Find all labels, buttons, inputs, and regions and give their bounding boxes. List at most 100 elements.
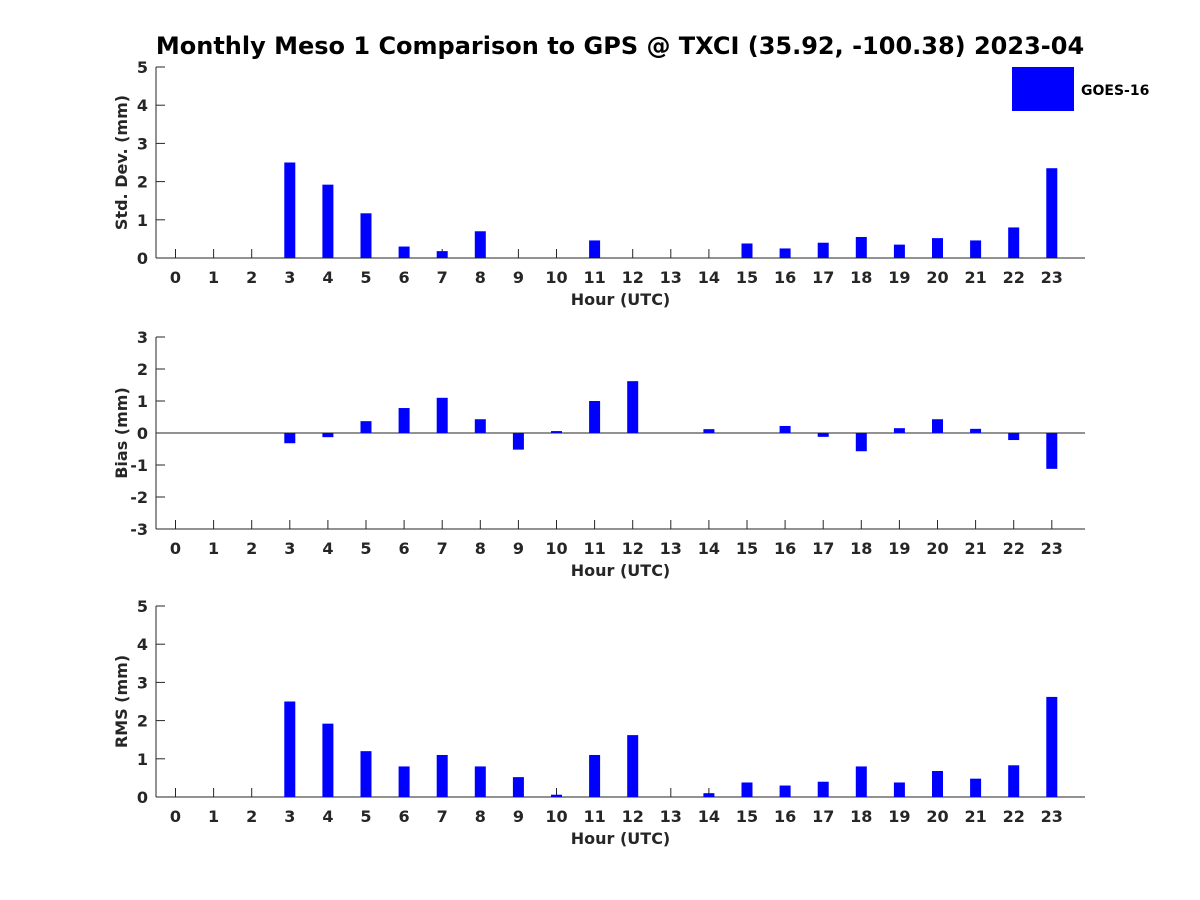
bias-x-axis-label: Hour (UTC) (571, 561, 671, 580)
legend-label: GOES-16 (1081, 83, 1149, 99)
rms-x-tick-label: 3 (284, 807, 295, 826)
std-dev-bar (322, 184, 334, 258)
rms-x-tick-label: 10 (545, 807, 567, 826)
bias-bar (932, 419, 943, 433)
std-dev-bar (932, 238, 943, 258)
std-dev-x-tick-label: 16 (774, 268, 796, 287)
rms-bar (360, 751, 372, 797)
std-dev-bar (741, 243, 753, 258)
rms-bar (741, 782, 753, 797)
std-dev-x-tick-label: 11 (583, 268, 605, 287)
std-dev-bar (779, 248, 791, 258)
bias-x-tick-label: 22 (1003, 539, 1025, 558)
bias-bar (817, 433, 829, 437)
std-dev-x-tick-label: 6 (399, 268, 410, 287)
rms-bar (436, 754, 448, 797)
bias-bar (855, 433, 867, 452)
rms-x-tick-label: 13 (660, 807, 682, 826)
rms-y-tick-label: 2 (137, 712, 148, 731)
std-dev-x-tick-label: 10 (545, 268, 567, 287)
rms-x-tick-label: 19 (888, 807, 910, 826)
rms-x-tick-label: 16 (774, 807, 796, 826)
std-dev-bar (284, 162, 296, 258)
std-dev-x-tick-label: 18 (850, 268, 872, 287)
figure-title: Monthly Meso 1 Comparison to GPS @ TXCI … (156, 32, 1084, 60)
rms-x-tick-label: 18 (850, 807, 872, 826)
std-dev-y-tick-label: 2 (137, 173, 148, 192)
std-dev-x-tick-label: 14 (698, 268, 720, 287)
rms-bar (589, 754, 601, 797)
std-dev-bar (474, 231, 486, 258)
rms-x-tick-label: 21 (964, 807, 986, 826)
rms-bar (703, 793, 715, 797)
rms-bar (932, 771, 943, 797)
std-dev-x-tick-label: 3 (284, 268, 295, 287)
std-dev-y-tick-label: 5 (137, 58, 148, 77)
bias-x-tick-label: 10 (545, 539, 567, 558)
std-dev-x-tick-label: 15 (736, 268, 758, 287)
rms-x-tick-label: 0 (170, 807, 181, 826)
rms-x-tick-label: 7 (437, 807, 448, 826)
bias-y-tick-label: 2 (137, 360, 148, 379)
std-dev-bar (398, 246, 410, 258)
std-dev-x-tick-label: 13 (660, 268, 682, 287)
bias-y-tick-label: 1 (137, 392, 148, 411)
rms-x-tick-label: 5 (360, 807, 371, 826)
bias-bar (1046, 433, 1058, 469)
std-dev-x-tick-label: 12 (622, 268, 644, 287)
rms-x-tick-label: 15 (736, 807, 758, 826)
bias-bar (474, 419, 486, 433)
std-dev-x-tick-label: 4 (322, 268, 333, 287)
rms-bar (322, 723, 334, 797)
std-dev-x-tick-label: 8 (475, 268, 486, 287)
bias-bar (589, 401, 601, 433)
std-dev-y-tick-label: 3 (137, 134, 148, 153)
rms-bar (779, 785, 791, 797)
bias-y-tick-label: 0 (137, 424, 148, 443)
bias-bar (398, 408, 410, 433)
rms-y-tick-label: 1 (137, 750, 148, 769)
bias-x-tick-label: 0 (170, 539, 181, 558)
rms-x-tick-label: 22 (1003, 807, 1025, 826)
rms-y-axis-label: RMS (mm) (112, 655, 131, 748)
rms-bar (551, 794, 562, 797)
std-dev-x-axis-label: Hour (UTC) (571, 290, 671, 309)
std-dev-y-tick-label: 0 (137, 249, 148, 268)
std-dev-bar (970, 240, 982, 258)
rms-x-tick-label: 9 (513, 807, 524, 826)
bias-bar (512, 433, 524, 450)
std-dev-x-tick-label: 20 (926, 268, 948, 287)
std-dev-bar (817, 242, 829, 258)
std-dev-bar (1046, 168, 1058, 258)
std-dev-x-tick-label: 2 (246, 268, 257, 287)
std-dev-y-tick-label: 1 (137, 211, 148, 230)
rms-bar (398, 766, 410, 797)
bias-bar (322, 433, 334, 438)
bias-x-tick-label: 7 (437, 539, 448, 558)
rms-x-tick-label: 2 (246, 807, 257, 826)
std-dev-x-tick-label: 9 (513, 268, 524, 287)
bias-bar (551, 431, 562, 433)
rms-x-axis-label: Hour (UTC) (571, 829, 671, 848)
std-dev-bar (360, 213, 372, 258)
std-dev-bar (436, 251, 448, 258)
bias-x-tick-label: 14 (698, 539, 720, 558)
rms-bar (1008, 765, 1020, 797)
bias-x-tick-label: 6 (399, 539, 410, 558)
std-dev-x-tick-label: 17 (812, 268, 834, 287)
bias-x-tick-label: 20 (926, 539, 948, 558)
rms-x-tick-label: 17 (812, 807, 834, 826)
bias-bar (284, 433, 296, 444)
std-dev-bar (1008, 227, 1020, 258)
rms-y-tick-label: 5 (137, 597, 148, 616)
rms-bar (970, 778, 982, 797)
bias-x-tick-label: 21 (964, 539, 986, 558)
legend-swatch (1012, 67, 1074, 111)
bias-x-tick-label: 19 (888, 539, 910, 558)
std-dev-bar (893, 244, 905, 258)
rms-bar (627, 735, 639, 797)
